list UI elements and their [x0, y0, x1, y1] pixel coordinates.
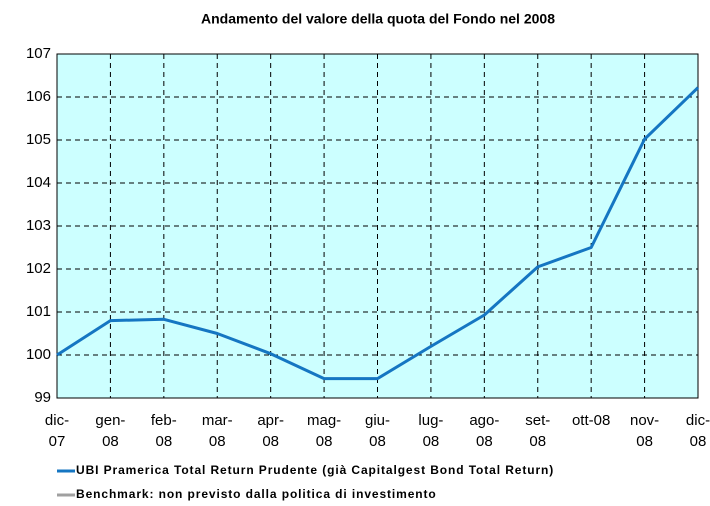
x-tick-label: giu-08	[364, 412, 390, 450]
y-tick-label: 105	[26, 131, 51, 148]
x-tick-label: dic-07	[44, 412, 70, 450]
y-tick-label: 106	[26, 88, 51, 105]
x-tick-label: mar-08	[201, 412, 233, 450]
x-tick-label: nov-08	[629, 412, 660, 450]
y-tick-label: 102	[26, 260, 51, 277]
y-tick-label: 104	[26, 174, 51, 191]
x-tick-label: mag-08	[306, 412, 342, 450]
x-tick-label: dic-08	[685, 412, 710, 450]
chart-title: Andamento del valore della quota del Fon…	[201, 11, 555, 27]
y-tick-label: 101	[26, 303, 51, 320]
x-tick-label: feb-08	[150, 412, 177, 450]
y-tick-label: 103	[26, 217, 51, 234]
x-tick-label: gen-08	[95, 412, 126, 450]
legend-label: UBI Pramerica Total Return Prudente (già…	[76, 463, 554, 477]
y-tick-label: 100	[26, 346, 51, 363]
x-tick-label: apr-08	[257, 412, 284, 450]
x-tick-label: lug-08	[418, 412, 444, 450]
x-tick-label: ott-08	[571, 412, 611, 429]
y-tick-label: 99	[34, 389, 51, 406]
plot-border	[56, 53, 699, 399]
x-tick-label: ago-08	[469, 412, 500, 450]
series-line	[56, 86, 700, 381]
legend-label: Benchmark: non previsto dalla politica d…	[76, 487, 437, 501]
x-tick-label: set-08	[525, 412, 551, 450]
y-tick-label: 107	[26, 45, 51, 62]
